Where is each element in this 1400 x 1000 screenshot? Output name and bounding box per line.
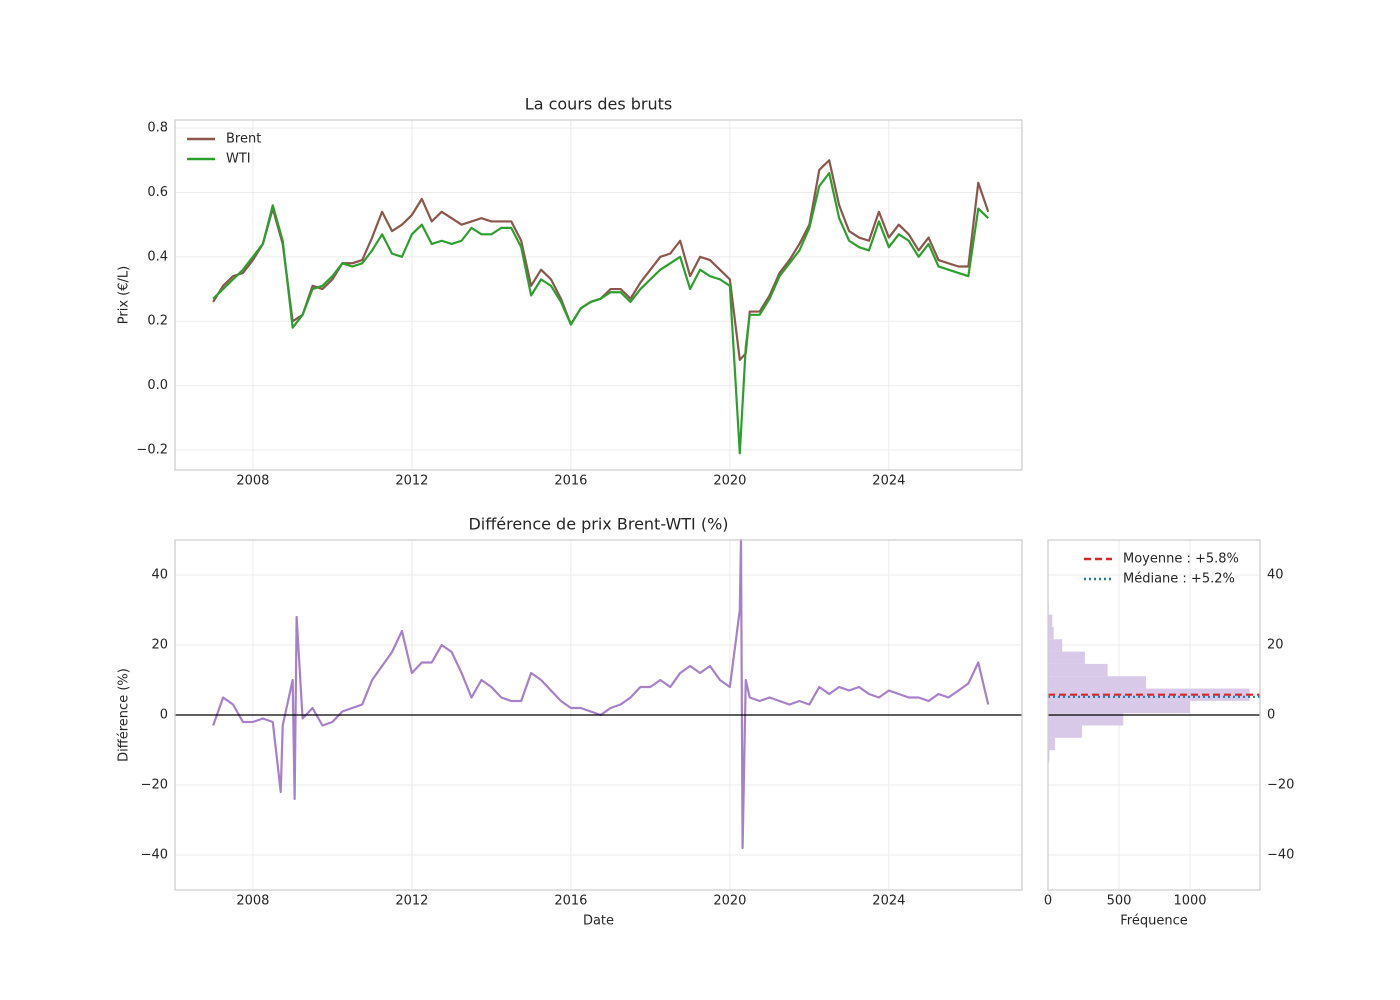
histogram-bar	[1048, 725, 1083, 738]
x-tick-label: 2012	[395, 474, 428, 489]
histogram-bar	[1048, 713, 1124, 726]
y-tick-label: 40	[1267, 568, 1284, 583]
x-tick-label: 0	[1044, 894, 1052, 909]
x-axis-label: Fréquence	[1120, 914, 1187, 929]
y-tick-label: −20	[1267, 778, 1294, 793]
y-tick-label: −40	[141, 848, 168, 863]
legend-label: WTI	[226, 152, 251, 167]
x-tick-label: 500	[1107, 894, 1132, 909]
histogram-bar	[1048, 750, 1050, 763]
y-tick-label: 20	[151, 638, 168, 653]
histogram-bar	[1048, 651, 1085, 664]
plot-frame	[1047, 539, 1261, 891]
y-tick-label: 0	[160, 708, 168, 723]
x-tick-label: 2024	[872, 474, 905, 489]
y-tick-label: 0.6	[147, 185, 168, 200]
y-tick-label: 0.2	[147, 314, 168, 329]
histogram-bar	[1048, 639, 1063, 652]
x-tick-label: 2016	[554, 474, 587, 489]
x-tick-label: 2020	[713, 474, 746, 489]
histogram-bar	[1048, 737, 1056, 751]
y-tick-label: −20	[141, 778, 168, 793]
plot-frame	[174, 119, 1023, 471]
y-axis-label: Prix (€/L)	[117, 266, 132, 324]
chart-title: La cours des bruts	[525, 95, 672, 114]
y-tick-label: 0.8	[147, 121, 168, 136]
histogram-bar	[1048, 700, 1190, 714]
histogram-bar	[1048, 626, 1054, 640]
x-tick-label: 2020	[713, 894, 746, 909]
x-tick-label: 2016	[554, 894, 587, 909]
series-line	[212, 538, 990, 850]
legend-label: Moyenne : +5.8%	[1123, 552, 1239, 567]
x-tick-label: 1000	[1173, 894, 1206, 909]
y-axis-label: Différence (%)	[117, 668, 132, 762]
histogram-bar	[1048, 663, 1108, 677]
legend-label: Médiane : +5.2%	[1123, 572, 1235, 587]
y-tick-label: 40	[151, 568, 168, 583]
histogram-bar	[1048, 614, 1053, 627]
y-tick-label: 0.4	[147, 249, 168, 264]
y-tick-label: 0.0	[147, 378, 168, 393]
y-tick-label: −0.2	[136, 443, 168, 458]
plot-frame	[174, 539, 1023, 891]
series-line	[212, 172, 989, 455]
x-tick-label: 2012	[395, 894, 428, 909]
y-tick-label: 0	[1267, 708, 1275, 723]
y-tick-label: 20	[1267, 638, 1284, 653]
x-tick-label: 2008	[236, 474, 269, 489]
chart-title: Différence de prix Brent-WTI (%)	[468, 515, 728, 534]
x-tick-label: 2024	[872, 894, 905, 909]
histogram-bar	[1048, 676, 1146, 689]
x-axis-label: Date	[583, 914, 614, 929]
series-line	[212, 159, 990, 361]
y-tick-label: −40	[1267, 848, 1294, 863]
x-tick-label: 2008	[236, 894, 269, 909]
legend-label: Brent	[226, 132, 261, 147]
